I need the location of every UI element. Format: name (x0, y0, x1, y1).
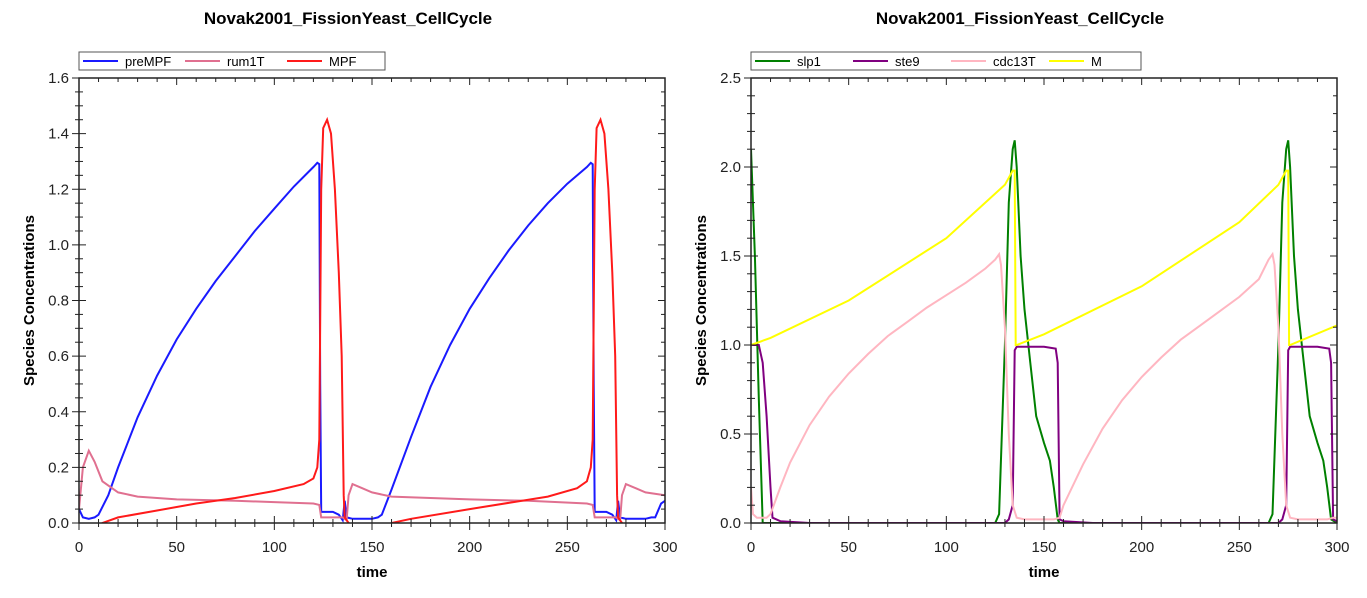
y-tick-label: 1.6 (48, 70, 69, 87)
x-tick-label: 150 (1031, 539, 1056, 556)
y-tick-label: 1.5 (720, 248, 741, 265)
x-tick-label: 0 (75, 539, 83, 556)
plot-frame (78, 77, 666, 524)
x-tick-label: 100 (262, 539, 287, 556)
legend-label-rum1T: rum1T (227, 54, 265, 69)
legend-box (78, 51, 386, 71)
x-tick-label: 50 (168, 539, 185, 556)
x-tick-label: 200 (1129, 539, 1154, 556)
y-tick-label: 1.0 (720, 337, 741, 354)
plot-frame (750, 77, 1338, 524)
y-tick-label: 0.4 (48, 404, 69, 421)
x-axis-label: time (1029, 564, 1060, 581)
x-tick-label: 200 (457, 539, 482, 556)
legend-box (750, 51, 1142, 71)
y-tick-label: 2.0 (720, 159, 741, 176)
series-line-preMPF (79, 161, 665, 523)
chart-title: Novak2001_FissionYeast_CellCycle (204, 9, 492, 28)
y-tick-label: 0.8 (48, 293, 69, 310)
y-tick-label: 0.6 (48, 348, 69, 365)
legend-label-cdc13T: cdc13T (993, 54, 1036, 69)
x-tick-label: 50 (840, 539, 857, 556)
legend-label-ste9: ste9 (895, 54, 920, 69)
series-line-ste9 (751, 344, 1337, 523)
x-tick-label: 250 (555, 539, 580, 556)
x-tick-label: 300 (1324, 539, 1349, 556)
x-tick-label: 300 (652, 539, 677, 556)
y-tick-label: 1.2 (48, 181, 69, 198)
y-tick-label: 0.2 (48, 459, 69, 476)
y-tick-label: 1.4 (48, 126, 69, 143)
y-tick-label: 2.5 (720, 70, 741, 87)
y-axis-label: Species Concentrations (693, 215, 710, 386)
x-axis-label: time (357, 564, 388, 581)
y-tick-label: 0.0 (48, 515, 69, 532)
legend-label-slp1: slp1 (797, 54, 821, 69)
series-line-M (751, 169, 1337, 346)
x-tick-label: 100 (934, 539, 959, 556)
legend: slp1 ste9 cdc13T M (750, 51, 1142, 71)
y-axis-label: Species Concentrations (21, 215, 38, 386)
chart-title: Novak2001_FissionYeast_CellCycle (876, 9, 1164, 28)
x-tick-label: 0 (747, 539, 755, 556)
y-tick-label: 0.5 (720, 426, 741, 443)
legend-label-M: M (1091, 54, 1102, 69)
legend-label-MPF: MPF (329, 54, 357, 69)
series-line-slp1 (751, 140, 1337, 523)
y-tick-label: 1.0 (48, 237, 69, 254)
x-tick-label: 150 (359, 539, 384, 556)
legend-label-preMPF: preMPF (125, 54, 171, 69)
series-line-MPF (100, 116, 624, 523)
series-line-rum1T (79, 448, 665, 523)
x-tick-label: 250 (1227, 539, 1252, 556)
series-line-cdc13T (751, 251, 1337, 521)
legend: preMPF rum1T MPF (78, 51, 386, 71)
y-tick-label: 0.0 (720, 515, 741, 532)
